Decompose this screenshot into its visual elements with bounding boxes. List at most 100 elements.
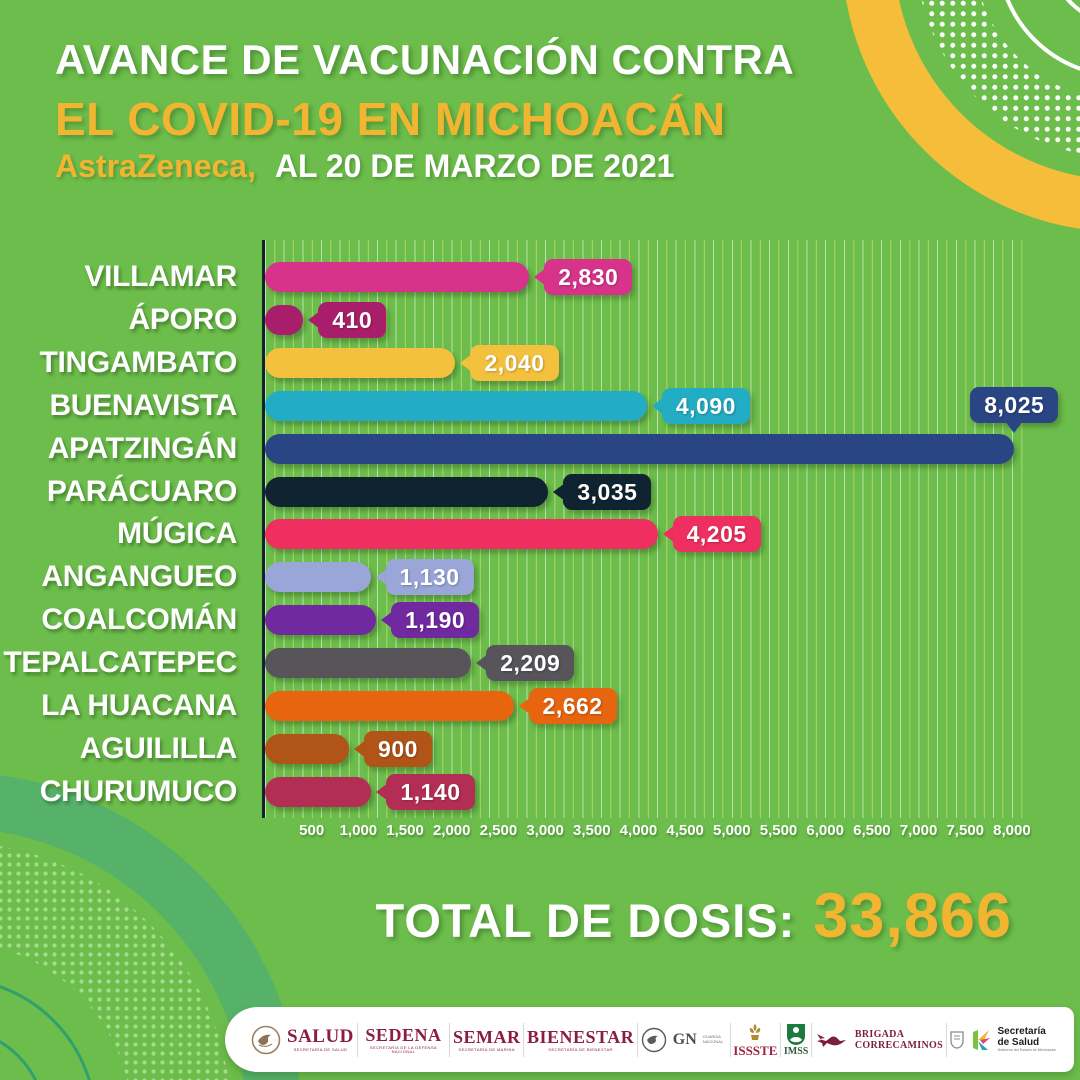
plot-area: 2,830 410 2,040 4,090 8,025 3,035 4,205 1,130 1,… (262, 240, 1059, 818)
vaccine-brand-label: AstraZeneca, (55, 148, 256, 184)
value-tag-coalcoman: 1,190 (381, 602, 480, 639)
value-label-angangueo: 1,130 (385, 559, 474, 596)
value-label-tepalcatepec: 2,209 (486, 645, 575, 682)
logo-salud-sublabel: SECRETARÍA DE SALUD (293, 1047, 348, 1052)
logo-bienestar-sublabel: SECRETARÍA DE BIENESTAR (548, 1046, 613, 1052)
x-tick-5500: 5,500 (759, 822, 798, 839)
x-tick-8000: 8,000 (993, 822, 1031, 839)
bar-buenavista (265, 390, 647, 421)
value-tag-tepalcatepec: 2,209 (476, 645, 575, 682)
x-tick-2000: 2,000 (432, 822, 471, 839)
chart-row-paracuaro: 3,035 (265, 470, 1025, 513)
value-label-la-huacana: 2,662 (528, 687, 617, 724)
bar-aporo (265, 305, 304, 336)
logo-semar-wordmark: SEMAR (452, 1026, 521, 1047)
value-label-paracuaro: 3,035 (563, 473, 652, 510)
logo-semar: SEMAR SECRETARÍA DE MARINA (453, 1028, 521, 1052)
value-tag-paracuaro: 3,035 (553, 473, 652, 510)
logo-separator (636, 1022, 638, 1057)
chart-row-angangueo: 1,130 (265, 556, 1025, 599)
logo-bienestar-wordmark: BIENESTAR (527, 1026, 635, 1047)
category-label-churumuco: CHURUMUCO (39, 774, 238, 808)
logo-sedena-wordmark: SEDENA (365, 1024, 442, 1045)
category-label-aporo: ÁPORO (128, 303, 237, 337)
total-doses: TOTAL DE DOSIS: 33,866 (376, 880, 1012, 952)
value-label-buenavista: 4,090 (661, 387, 750, 424)
value-label-churumuco: 1,140 (386, 773, 475, 810)
tag-arrow-left-icon (376, 782, 389, 801)
value-label-aporo: 410 (318, 302, 387, 339)
x-tick-7000: 7,000 (899, 822, 938, 839)
tag-arrow-left-icon (476, 654, 489, 673)
logo-gn-sublabel: GUARDIA NACIONAL (702, 1033, 724, 1044)
logo-issste-wordmark: ISSSTE (733, 1042, 778, 1058)
logo-imss: IMSS (784, 1022, 808, 1057)
value-label-tingambato: 2,040 (470, 345, 559, 382)
logo-imss-text: IMSS (784, 1022, 808, 1057)
tag-arrow-left-icon (651, 396, 664, 415)
x-tick-4000: 4,000 (619, 822, 658, 839)
logo-michoacan-sublabel: Gobierno del Estado de Michoacán (997, 1048, 1056, 1053)
tag-arrow-left-icon (460, 354, 473, 373)
chart-row-la-huacana: 2,662 (265, 684, 1025, 727)
chart-row-aporo: 410 (265, 299, 1025, 342)
x-tick-7500: 7,500 (946, 822, 985, 839)
logo-semar-text: SEMAR SECRETARÍA DE MARINA (453, 1028, 521, 1052)
chart-row-coalcoman: 1,190 (265, 599, 1025, 642)
tag-arrow-left-icon (375, 568, 388, 587)
logo-semar-sublabel: SECRETARÍA DE MARINA (458, 1046, 515, 1052)
value-label-apatzingan: 8,025 (970, 387, 1059, 424)
logo-imss-wordmark: IMSS (783, 1046, 809, 1057)
chart-row-apatzingan: 8,025 (265, 387, 1059, 470)
category-label-mugica: MÚGICA (117, 517, 237, 551)
category-label-paracuaro: PARÁCUARO (46, 474, 237, 508)
x-tick-500: 500 (299, 822, 325, 839)
chart-row-aguililla: 900 (265, 727, 1025, 770)
logo-items: SALUD SECRETARÍA DE SALUD SEDENA SECRETARÍA… (251, 1022, 1056, 1057)
bar-churumuco (265, 776, 372, 807)
logo-michoacan-wordmark: Secretaría de Salud Gobierno del Estado de… (997, 1026, 1056, 1053)
bar-coalcoman (265, 605, 377, 636)
category-label-tingambato: TINGAMBATO (39, 346, 237, 380)
logo-separator (945, 1022, 947, 1057)
value-tag-villamar: 2,830 (534, 259, 633, 296)
x-tick-6000: 6,000 (806, 822, 844, 839)
logo-sedena: SEDENA SECRETARÍA DE LA DEFENSA NACIONAL (360, 1026, 446, 1054)
logo-separator (449, 1022, 451, 1057)
x-tick-4500: 4,500 (666, 822, 704, 839)
logo-salud-wordmark: SALUD (287, 1026, 354, 1047)
value-tag-apatzingan: 8,025 (970, 387, 1059, 434)
michoacan-crest-icon (949, 1030, 965, 1050)
page-title-line1: AVANCE DE VACUNACIÓN CONTRA (55, 36, 795, 83)
category-label-la-huacana: LA HUACANA (41, 688, 237, 722)
logo-separator (811, 1022, 813, 1057)
category-label-tepalcatepec: TEPALCATEPEC (3, 646, 237, 680)
logo-brigada-wordmark: BRIGADA CORRECAMINOS (854, 1028, 943, 1051)
value-label-mugica: 4,205 (672, 516, 761, 553)
k-mark-icon (971, 1028, 991, 1052)
logo-issste: ISSSTE (733, 1023, 777, 1057)
issste-emblem-icon (746, 1023, 764, 1043)
logo-issste-text: ISSSTE (733, 1023, 777, 1057)
tag-arrow-left-icon (553, 482, 566, 501)
logo-bienestar: BIENESTAR SECRETARÍA DE BIENESTAR (527, 1028, 634, 1052)
footer-logo-bar: SALUD SECRETARÍA DE SALUD SEDENA SECRETARÍA… (225, 1007, 1074, 1072)
value-label-aguililla: 900 (364, 730, 432, 767)
category-label-aguililla: AGUILILLA (79, 731, 238, 765)
x-tick-5000: 5,000 (713, 822, 751, 839)
y-axis-line (262, 240, 265, 818)
page-subtitle: AstraZeneca, AL 20 DE MARZO DE 2021 (55, 148, 674, 185)
chart-row-buenavista: 4,090 (265, 385, 1025, 428)
category-labels: VILLAMAR ÁPORO TINGAMBATO BUENAVISTA APATZIN… (0, 256, 251, 813)
bar-apatzingan (265, 433, 1015, 464)
logo-bienestar-text: BIENESTAR SECRETARÍA DE BIENESTAR (527, 1028, 634, 1052)
tag-arrow-left-icon (534, 268, 547, 287)
logo-separator (356, 1022, 358, 1057)
logo-sedena-sublabel: SECRETARÍA DE LA DEFENSA NACIONAL (369, 1044, 437, 1054)
value-tag-churumuco: 1,140 (376, 773, 475, 810)
logo-brigada-correcaminos: BRIGADA CORRECAMINOS (815, 1029, 943, 1051)
value-tag-aguililla: 900 (354, 730, 432, 767)
logo-sedena-text: SEDENA SECRETARÍA DE LA DEFENSA NACIONAL (360, 1026, 446, 1054)
tag-arrow-left-icon (518, 696, 531, 715)
